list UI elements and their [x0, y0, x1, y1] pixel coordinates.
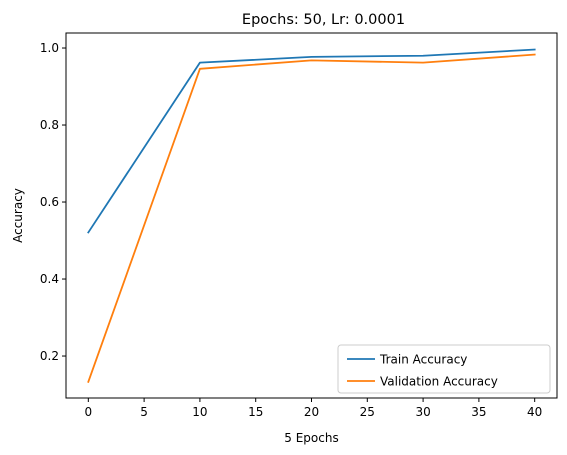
x-tick-label: 15 [248, 405, 263, 419]
legend-box [337, 344, 551, 394]
x-tick-label: 5 [140, 405, 148, 419]
x-tick-label: 25 [360, 405, 375, 419]
x-tick-label: 30 [415, 405, 430, 419]
y-tick-label: 0.8 [40, 118, 59, 132]
validation-accuracy-line [87, 53, 536, 383]
axes-frame [65, 32, 558, 399]
x-tick-label: 40 [527, 405, 542, 419]
y-axis-ticks: 0.2 0.4 0.6 0.8 1.0 [40, 41, 66, 363]
x-tick-label: 35 [471, 405, 486, 419]
legend: Train Accuracy Validation Accuracy [337, 344, 551, 394]
train-accuracy-line [87, 48, 536, 234]
y-tick-label: 0.4 [40, 272, 59, 286]
y-tick-label: 0.2 [40, 349, 59, 363]
x-tick-label: 0 [84, 405, 92, 419]
legend-label-validation: Validation Accuracy [380, 375, 498, 389]
chart-title: Epochs: 50, Lr: 0.0001 [242, 12, 405, 28]
x-axis-label: 5 Epochs [284, 431, 338, 445]
series-lines [87, 48, 536, 383]
legend-label-train: Train Accuracy [379, 353, 467, 367]
x-axis-ticks: 0 5 10 15 20 25 30 35 40 [84, 398, 542, 419]
y-tick-label: 0.6 [40, 195, 59, 209]
y-tick-label: 1.0 [40, 41, 59, 55]
x-tick-label: 20 [304, 405, 319, 419]
y-axis-label: Accuracy [11, 188, 25, 243]
x-tick-label: 10 [192, 405, 207, 419]
